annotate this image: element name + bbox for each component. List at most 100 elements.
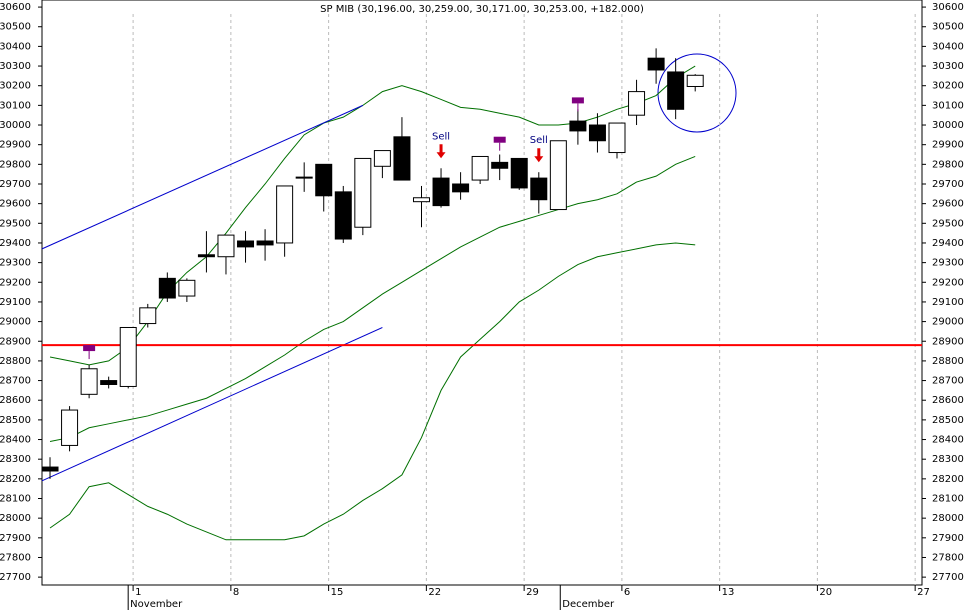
chart-title: SP MIB (30,196.00, 30,259.00, 30,171.00,… <box>320 4 644 15</box>
x-tick-label: 6 <box>624 587 630 598</box>
y-tick-label: 29800 <box>932 159 964 170</box>
candle-body <box>667 71 685 110</box>
candle-body <box>373 150 391 167</box>
y-tick-label: 29200 <box>0 277 31 288</box>
y-tick-label: 30100 <box>932 100 964 111</box>
y-tick-label: 29200 <box>932 277 964 288</box>
candle-body <box>295 176 313 179</box>
candle-body <box>237 240 255 248</box>
y-tick-label: 28300 <box>0 454 31 465</box>
y-tick-label: 28100 <box>0 494 31 505</box>
y-tick-label: 28500 <box>932 415 964 426</box>
highlight-circle <box>657 53 737 133</box>
y-tick-label: 30300 <box>0 61 31 72</box>
y-tick-label: 28600 <box>0 395 31 406</box>
y-tick-label: 29000 <box>932 317 964 328</box>
y-tick-label: 28400 <box>932 435 964 446</box>
y-tick-label: 30100 <box>0 100 31 111</box>
candle-body <box>471 155 489 181</box>
x-tick-label: 22 <box>428 587 441 598</box>
candle-body <box>139 307 157 325</box>
y-tick-label: 27700 <box>0 572 31 583</box>
y-tick-label: 30400 <box>932 41 964 52</box>
candle-body <box>100 380 118 385</box>
y-tick-label: 29700 <box>932 179 964 190</box>
x-tick-label: 20 <box>819 587 832 598</box>
y-tick-label: 29400 <box>0 238 31 249</box>
x-tick-label: 13 <box>722 587 735 598</box>
y-tick-label: 27900 <box>932 533 964 544</box>
y-tick-label: 29600 <box>932 199 964 210</box>
y-tick-label: 28000 <box>932 513 964 524</box>
x-tick-label: 15 <box>331 587 344 598</box>
candle-body <box>158 277 176 299</box>
candle-body <box>354 157 372 228</box>
y-tick-label: 27700 <box>932 572 964 583</box>
y-tick-label: 28300 <box>932 454 964 465</box>
candle-body <box>178 279 196 297</box>
x-tick-label: 1 <box>135 587 141 598</box>
candle-body <box>686 74 704 87</box>
y-tick-label: 27900 <box>0 533 31 544</box>
candle-body <box>491 161 509 169</box>
y-tick-label: 29100 <box>0 297 31 308</box>
y-tick-label: 30200 <box>0 81 31 92</box>
x-tick-label: 8 <box>233 587 239 598</box>
candle-body <box>217 234 235 258</box>
y-tick-label: 30500 <box>932 22 964 33</box>
candle-body <box>393 136 411 181</box>
y-tick-label: 29300 <box>0 258 31 269</box>
sell-arrow <box>436 144 446 159</box>
band-line <box>49 242 696 541</box>
y-tick-label: 29100 <box>932 297 964 308</box>
y-tick-label: 30500 <box>0 22 31 33</box>
band-line <box>49 65 696 366</box>
sell-label: Sell <box>530 135 548 146</box>
month-label: December <box>562 599 615 610</box>
candle-body <box>549 140 567 211</box>
candle-body <box>608 122 626 154</box>
candle-body <box>432 177 450 207</box>
y-tick-label: 28600 <box>932 395 964 406</box>
y-tick-label: 29900 <box>0 140 31 151</box>
flag <box>493 136 506 143</box>
month-label: November <box>130 599 183 610</box>
flag <box>83 345 96 352</box>
y-tick-label: 29600 <box>0 199 31 210</box>
y-tick-label: 28000 <box>0 513 31 524</box>
candle-body <box>628 91 646 116</box>
y-tick-label: 27800 <box>0 552 31 563</box>
y-tick-label: 29800 <box>0 159 31 170</box>
y-tick-label: 28500 <box>0 415 31 426</box>
y-tick-label: 28900 <box>932 336 964 347</box>
candle-body <box>41 466 59 472</box>
candle-body <box>510 157 528 189</box>
y-tick-label: 29900 <box>932 140 964 151</box>
y-tick-label: 28200 <box>0 474 31 485</box>
candle-body <box>119 326 137 387</box>
trendline <box>41 327 383 482</box>
x-tick-label: 29 <box>526 587 539 598</box>
y-tick-label: 30300 <box>932 61 964 72</box>
y-tick-label: 29400 <box>932 238 964 249</box>
candle-body <box>276 185 294 244</box>
y-tick-label: 30600 <box>0 2 31 13</box>
y-tick-label: 28700 <box>0 376 31 387</box>
candle-body <box>80 368 98 395</box>
candle-body <box>61 409 79 446</box>
y-tick-label: 30400 <box>0 41 31 52</box>
trendline <box>41 104 364 250</box>
candle-body <box>569 120 587 132</box>
candle-body <box>256 240 274 246</box>
x-tick-label: 27 <box>917 587 930 598</box>
y-tick-label: 27800 <box>932 552 964 563</box>
y-tick-label: 28900 <box>0 336 31 347</box>
y-tick-label: 28700 <box>932 376 964 387</box>
candle-body <box>315 163 333 197</box>
y-tick-label: 29300 <box>932 258 964 269</box>
candle-body <box>334 191 352 240</box>
candle-body <box>647 57 665 71</box>
candle-body <box>452 183 470 193</box>
y-tick-label: 30600 <box>932 2 964 13</box>
